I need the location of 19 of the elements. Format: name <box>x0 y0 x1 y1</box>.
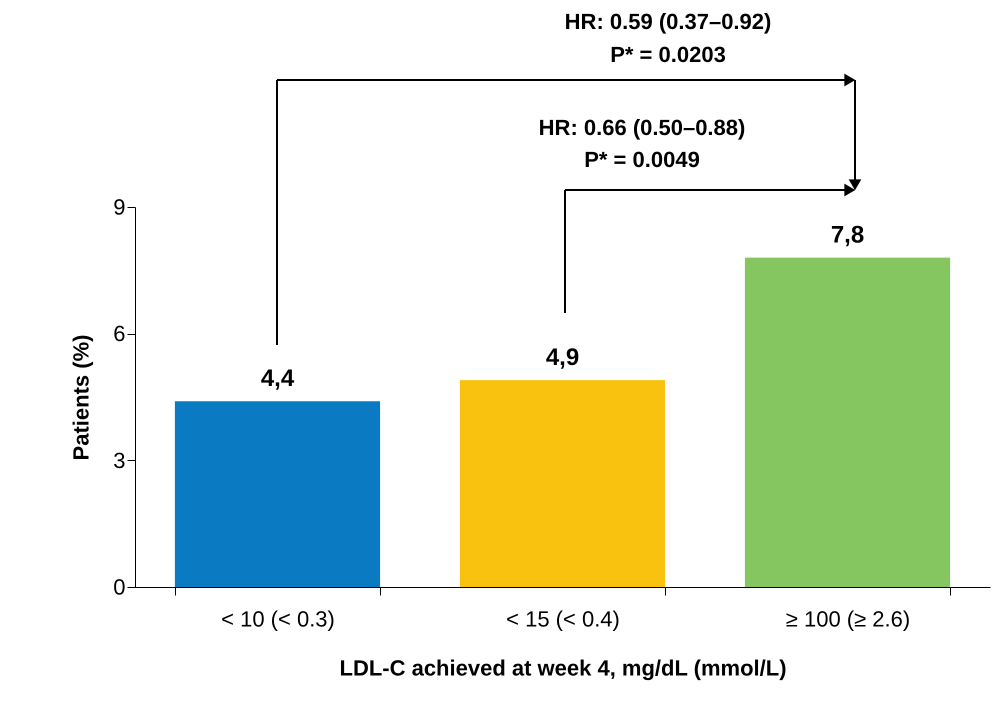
data-label: 4,9 <box>546 344 580 372</box>
data-label: 4,4 <box>260 365 295 392</box>
x-tick-label: < 10 (< 0.3) <box>221 606 335 632</box>
text: HR: 0.59 (0.37–0.92) <box>564 9 772 34</box>
y-axis-title: Patients (%) <box>68 334 94 460</box>
x-tick-label: < 15 (< 0.4) <box>506 606 620 632</box>
text: P* = 0.0203 <box>610 42 726 67</box>
y-tick-label: 3 <box>113 448 126 473</box>
text: P* = 0.0049 <box>584 147 700 172</box>
bar <box>460 380 666 587</box>
x-axis-title: LDL-C achieved at week 4, mg/dL (mmol/L) <box>339 656 787 680</box>
text: HR: 0.66 (0.50–0.88) <box>538 115 746 140</box>
y-tick-label: 0 <box>113 574 126 600</box>
x-tick-label: ≥ 100 (≥ 2.6) <box>786 606 910 632</box>
bar <box>174 401 380 587</box>
bar <box>744 258 950 587</box>
y-tick-label: 9 <box>113 194 126 220</box>
data-label: 7,8 <box>830 222 864 249</box>
y-tick-label: 6 <box>113 321 126 346</box>
